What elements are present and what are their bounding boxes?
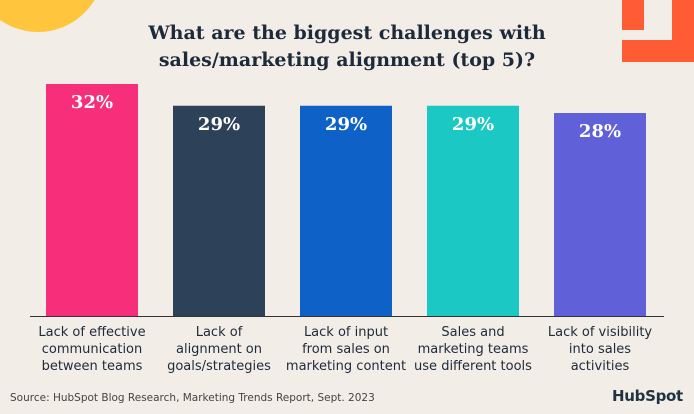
bar-value-label-1: 32% <box>71 92 113 113</box>
decorative-orange-corner <box>622 0 694 62</box>
bar-value-label-3: 29% <box>325 114 367 135</box>
source-note: Source: HubSpot Blog Research, Marketing… <box>10 392 375 404</box>
category-label-4: Sales and marketing teams use different to… <box>414 325 532 374</box>
bar-1 <box>46 84 138 316</box>
bar-5 <box>554 113 646 316</box>
chart-title-line2: sales/marketing alignment (top 5)? <box>158 49 536 71</box>
bar-value-label-2: 29% <box>198 114 240 135</box>
bar-2 <box>173 105 265 316</box>
bar-4 <box>427 105 519 316</box>
chart-title-line1: What are the biggest challenges with <box>148 22 546 44</box>
hubspot-logo: HubSpot <box>612 387 683 405</box>
category-label-3: Lack of input from sales on marketing cont… <box>285 325 407 374</box>
category-label-5: Lack of visibility into sales activities <box>547 325 653 374</box>
category-label-2: Lack of alignment on goals/strategies <box>167 325 271 374</box>
chart-title: What are the biggest challenges with sal… <box>100 20 594 74</box>
bar-value-label-5: 28% <box>579 121 621 142</box>
bar-3 <box>300 105 392 316</box>
bar-value-label-4: 29% <box>452 114 494 135</box>
category-label-1: Lack of effective communication between te… <box>38 325 146 374</box>
